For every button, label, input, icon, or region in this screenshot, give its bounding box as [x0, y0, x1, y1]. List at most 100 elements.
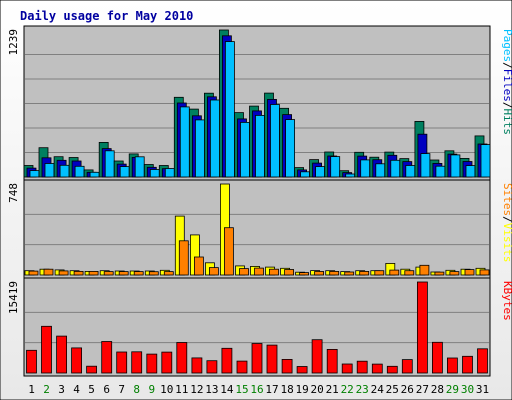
bar-sites-day-28 [434, 271, 445, 276]
x-tick-label: 8 [133, 383, 140, 396]
bar-kbytes-day-26 [401, 359, 413, 374]
bar-sites-day-10 [163, 271, 174, 276]
bar-sites-day-9 [148, 271, 159, 276]
bar-pages-day-14 [224, 41, 235, 178]
bar-kbytes-day-14 [221, 347, 233, 374]
x-tick-label: 9 [148, 383, 155, 396]
x-tick-label: 15 [235, 383, 248, 396]
bar-kbytes-day-21 [326, 348, 338, 374]
bar-sites-day-23 [359, 270, 370, 276]
x-tick-label: 16 [250, 383, 263, 396]
x-tick-label: 14 [220, 383, 234, 396]
bar-kbytes-day-16 [251, 343, 263, 374]
x-tick-label: 27 [416, 383, 429, 396]
bar-pages-day-25 [390, 159, 401, 178]
bar-sites-day-19 [299, 272, 310, 276]
bar-pages-day-7 [119, 166, 130, 178]
bar-kbytes-day-12 [191, 357, 203, 374]
bar-sites-day-29 [449, 271, 460, 276]
x-tick-label: 31 [476, 383, 489, 396]
x-tick-label: 22 [341, 383, 354, 396]
bar-pages-day-16 [255, 115, 265, 178]
bar-pages-day-13 [209, 99, 220, 178]
bar-pages-day-6 [104, 150, 115, 178]
x-tick-label: 4 [73, 383, 80, 396]
bar-pages-day-29 [450, 154, 461, 178]
x-tick-label: 2 [43, 383, 50, 396]
bar-sites-day-31 [479, 269, 490, 276]
bar-sites-day-5 [88, 270, 99, 276]
bar-sites-day-24 [374, 270, 385, 276]
bar-pages-day-20 [315, 166, 326, 178]
x-tick-label: 24 [371, 383, 385, 396]
bar-kbytes-day-6 [101, 341, 113, 374]
x-tick-label: 23 [356, 383, 369, 396]
panel-bottom-max-label: 15419 [7, 281, 20, 314]
bar-sites-day-27 [419, 264, 430, 276]
bar-pages-day-19 [300, 171, 311, 178]
bar-pages-day-31 [480, 144, 491, 178]
bar-sites-day-22 [344, 271, 355, 276]
bar-kbytes-day-15 [236, 360, 248, 374]
bar-kbytes-day-22 [341, 363, 353, 374]
bar-kbytes-day-3 [56, 335, 67, 374]
bar-kbytes-day-19 [296, 366, 308, 374]
bar-pages-day-11 [179, 106, 190, 178]
bar-pages-day-2 [44, 163, 55, 178]
bar-kbytes-day-30 [462, 355, 473, 374]
bar-kbytes-day-27 [416, 281, 428, 374]
bar-pages-day-27 [420, 153, 431, 178]
bar-pages-day-8 [134, 156, 145, 178]
x-tick-label: 3 [58, 383, 65, 396]
bar-kbytes-day-23 [356, 360, 368, 374]
legend-entry: Pages [501, 29, 512, 62]
bar-pages-day-18 [285, 119, 296, 178]
bar-kbytes-day-1 [26, 349, 37, 374]
bar-sites-day-8 [133, 271, 144, 276]
bar-pages-day-12 [194, 119, 205, 178]
x-tick-label: 17 [265, 383, 278, 396]
x-tick-label: 7 [118, 383, 125, 396]
bar-pages-day-21 [330, 156, 341, 178]
bar-sites-day-11 [178, 240, 189, 276]
x-tick-label: 5 [88, 383, 95, 396]
bar-sites-day-20 [314, 271, 325, 276]
x-axis-labels: 1 2 3 4 5 6 7 8 9 10 11 12 13 14 15 16 17 18 19 20 21 22 23 24 2… [28, 383, 489, 396]
bar-pages-day-3 [59, 164, 70, 178]
bar-pages-day-10 [164, 168, 175, 178]
panel-bottom: 15419 KBytes [7, 277, 512, 377]
x-tick-label: 30 [461, 383, 474, 396]
legend-entry: Hits [501, 109, 512, 136]
bar-pages-day-28 [435, 165, 446, 178]
x-tick-label: 12 [190, 383, 203, 396]
bar-pages-day-5 [89, 171, 100, 178]
bar-kbytes-day-9 [146, 353, 158, 374]
x-tick-label: 19 [295, 383, 308, 396]
bar-kbytes-day-18 [281, 358, 293, 374]
x-tick-label: 29 [446, 383, 459, 396]
x-tick-label: 11 [175, 383, 188, 396]
bar-sites-day-16 [254, 267, 264, 276]
bar-pages-day-23 [360, 159, 371, 178]
bar-kbytes-day-28 [431, 341, 443, 374]
bar-kbytes-day-7 [116, 351, 128, 374]
bar-pages-day-17 [270, 104, 280, 178]
bar-sites-day-7 [118, 271, 129, 276]
bar-sites-day-18 [284, 269, 295, 276]
x-tick-label: 13 [205, 383, 218, 396]
x-tick-label: 18 [280, 383, 293, 396]
legend-entry: / [501, 216, 512, 223]
bar-sites-day-15 [239, 268, 249, 276]
bar-kbytes-day-10 [161, 351, 173, 374]
bar-pages-day-9 [149, 169, 160, 178]
chart-panels: 1239Pages/Files/Hits748Sites/Visits15419… [7, 25, 512, 377]
panel-top-max-label: 1239 [7, 29, 20, 56]
bar-sites-day-1 [28, 270, 39, 276]
legend-entry: KBytes [501, 281, 512, 321]
legend-entry: Visits [501, 223, 512, 263]
bar-kbytes-day-24 [371, 363, 383, 374]
legend-entry: Sites [501, 183, 512, 216]
bar-kbytes-day-5 [86, 365, 97, 374]
bar-pages-day-4 [74, 165, 85, 178]
